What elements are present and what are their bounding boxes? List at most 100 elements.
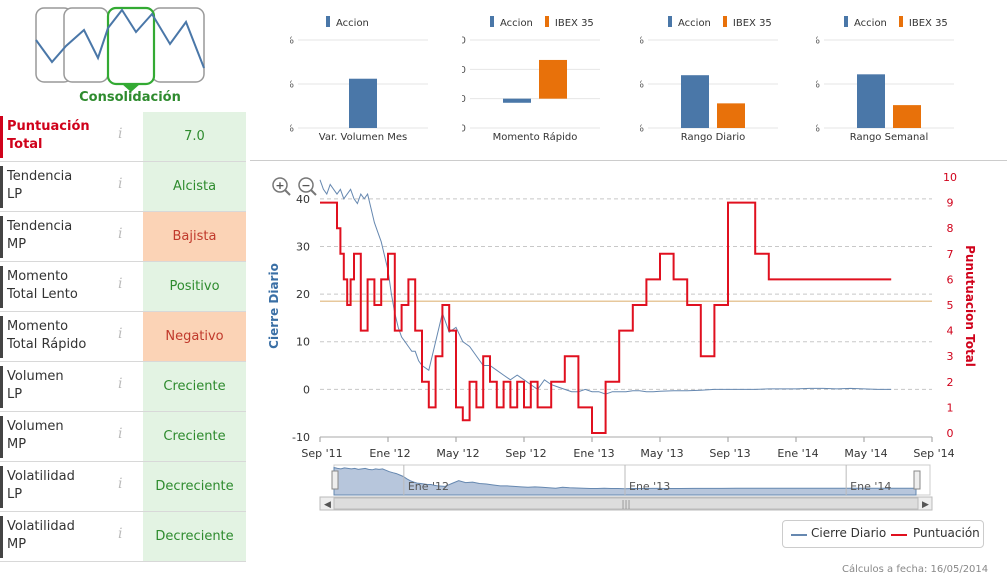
- score-value: Bajista: [143, 212, 246, 261]
- row-marker: [0, 366, 3, 408]
- y-tick-left: 40: [296, 193, 310, 206]
- info-icon[interactable]: i: [118, 126, 123, 142]
- series-cierre-diario[interactable]: [319, 179, 892, 395]
- zoom-in-handle: [284, 189, 291, 196]
- x-tick-label: May '12: [436, 447, 479, 460]
- row-marker: [0, 116, 3, 158]
- bar-ibex[interactable]: [539, 59, 567, 99]
- x-tick-label: Ene '13: [573, 447, 614, 460]
- navigator-handle-right[interactable]: [913, 470, 921, 490]
- mini-plot: 10% 5% 0%: [816, 36, 954, 135]
- score-name: Volumen LP: [7, 369, 64, 402]
- scroll-left-arrow[interactable]: ◀: [324, 500, 331, 510]
- mini-plot: 10% 5% 0%: [290, 36, 428, 135]
- y-tick-right: 10: [943, 171, 957, 184]
- bar-ibex[interactable]: [893, 105, 921, 128]
- legend-label: IBEX 35: [908, 18, 948, 29]
- navigator-tick-label: Ene '13: [629, 480, 670, 493]
- legend-puntuacion-label: Puntuación: [913, 526, 980, 540]
- score-row: Puntuación Total i 7.0: [0, 112, 246, 162]
- category-label: Rango Diario: [680, 132, 746, 143]
- legend-swatch: [668, 16, 672, 27]
- score-row: Momento Total Rápido i Negativo: [0, 312, 246, 362]
- scrollbar-thumb[interactable]: [333, 497, 919, 510]
- score-row: Volatilidad LP i Decreciente: [0, 462, 246, 512]
- y-tick: 0%: [640, 124, 644, 135]
- info-icon[interactable]: i: [118, 526, 123, 542]
- zoom-out-icon[interactable]: [298, 177, 314, 193]
- y-tick-left: 0: [303, 383, 310, 396]
- bar-accion[interactable]: [857, 74, 885, 128]
- legend-puntuacion-swatch: [891, 534, 907, 536]
- info-icon[interactable]: i: [118, 276, 123, 292]
- score-row: Volumen MP i Creciente: [0, 412, 246, 462]
- score-value: Positivo: [143, 262, 246, 311]
- zoom-out-handle: [310, 189, 317, 196]
- legend-swatch: [844, 16, 848, 27]
- info-icon[interactable]: i: [118, 376, 123, 392]
- score-value: 7.0: [143, 112, 246, 161]
- main-line-chart: 40 30 20 10 0 -10 10 9 8 7 6 5 4 3 2 1 0 Cierre Diario Pun…: [260, 165, 1000, 565]
- y-tick: 5%: [640, 36, 644, 47]
- bar-accion[interactable]: [349, 78, 377, 128]
- scroll-right-arrow[interactable]: ▶: [922, 500, 929, 510]
- score-name: Volatilidad MP: [7, 519, 75, 552]
- scrollbar-grip: |||: [621, 500, 630, 510]
- row-marker: [0, 416, 3, 458]
- score-row: Tendencia MP i Bajista: [0, 212, 246, 262]
- y-axis-label-left: Cierre Diario: [267, 263, 281, 349]
- score-value: Decreciente: [143, 512, 246, 561]
- navigator-tick-label: Ene '14: [850, 480, 891, 493]
- info-icon[interactable]: i: [118, 326, 123, 342]
- legend-label: Accion: [854, 18, 887, 29]
- score-name: Puntuación Total: [7, 119, 90, 152]
- score-name: Momento Total Rápido: [7, 319, 87, 352]
- score-value: Alcista: [143, 162, 246, 211]
- y-tick: 100: [462, 36, 466, 47]
- calc-date: Cálculos a fecha: 16/05/2014: [842, 564, 989, 575]
- bar-ibex[interactable]: [717, 103, 745, 128]
- score-value: Creciente: [143, 412, 246, 461]
- x-tick-label: Sep '11: [301, 447, 342, 460]
- y-tick: 10%: [816, 36, 820, 47]
- row-marker: [0, 216, 3, 258]
- x-tick-label: May '13: [640, 447, 683, 460]
- navigator-tick-label: Ene '12: [408, 480, 449, 493]
- score-name: Tendencia LP: [7, 169, 73, 202]
- score-name: Volatilidad LP: [7, 469, 75, 502]
- mini-bar-chart: Accion IBEX 35 5% 2.5% 0% Rango Diario: [640, 0, 800, 150]
- score-name: Tendencia MP: [7, 219, 73, 252]
- y-tick-right: 5: [947, 299, 954, 312]
- navigator-handle-left[interactable]: [331, 470, 339, 490]
- info-icon[interactable]: i: [118, 426, 123, 442]
- logo-label: Consolidación: [79, 90, 181, 105]
- score-value: Negativo: [143, 312, 246, 361]
- category-label: Momento Rápido: [492, 132, 578, 143]
- row-marker: [0, 466, 3, 508]
- mini-bar-chart: Accion 10% 5% 0% Var. Volumen Mes: [290, 0, 450, 150]
- info-icon[interactable]: i: [118, 226, 123, 242]
- y-tick: 2.5%: [640, 80, 644, 91]
- mini-charts-panel: Accion 10% 5% 0% Var. Volumen Mes Accion IBEX …: [250, 0, 1007, 161]
- mini-bar-chart: Accion IBEX 35 10% 5% 0% Rango Semanal: [816, 0, 976, 150]
- legend-swatch: [326, 16, 330, 27]
- legend-label: Accion: [678, 18, 711, 29]
- category-label: Var. Volumen Mes: [318, 132, 408, 143]
- y-tick-left: 30: [296, 240, 310, 253]
- row-marker: [0, 316, 3, 358]
- x-tick-label: May '14: [844, 447, 887, 460]
- zoom-in-button[interactable]: +: [275, 179, 284, 192]
- info-icon[interactable]: i: [118, 476, 123, 492]
- bar-accion[interactable]: [503, 98, 531, 103]
- zoom-out-button[interactable]: −: [301, 179, 310, 192]
- legend-swatch: [544, 16, 549, 27]
- score-name: Momento Total Lento: [7, 269, 78, 302]
- y-tick: 5%: [816, 80, 820, 91]
- series-puntuacion[interactable]: [320, 201, 892, 434]
- bar-accion[interactable]: [681, 75, 709, 128]
- y-tick: 0%: [816, 124, 820, 135]
- zoom-in-icon[interactable]: [272, 177, 288, 193]
- info-icon[interactable]: i: [118, 176, 123, 192]
- mini-legend: Accion IBEX 35: [844, 16, 960, 29]
